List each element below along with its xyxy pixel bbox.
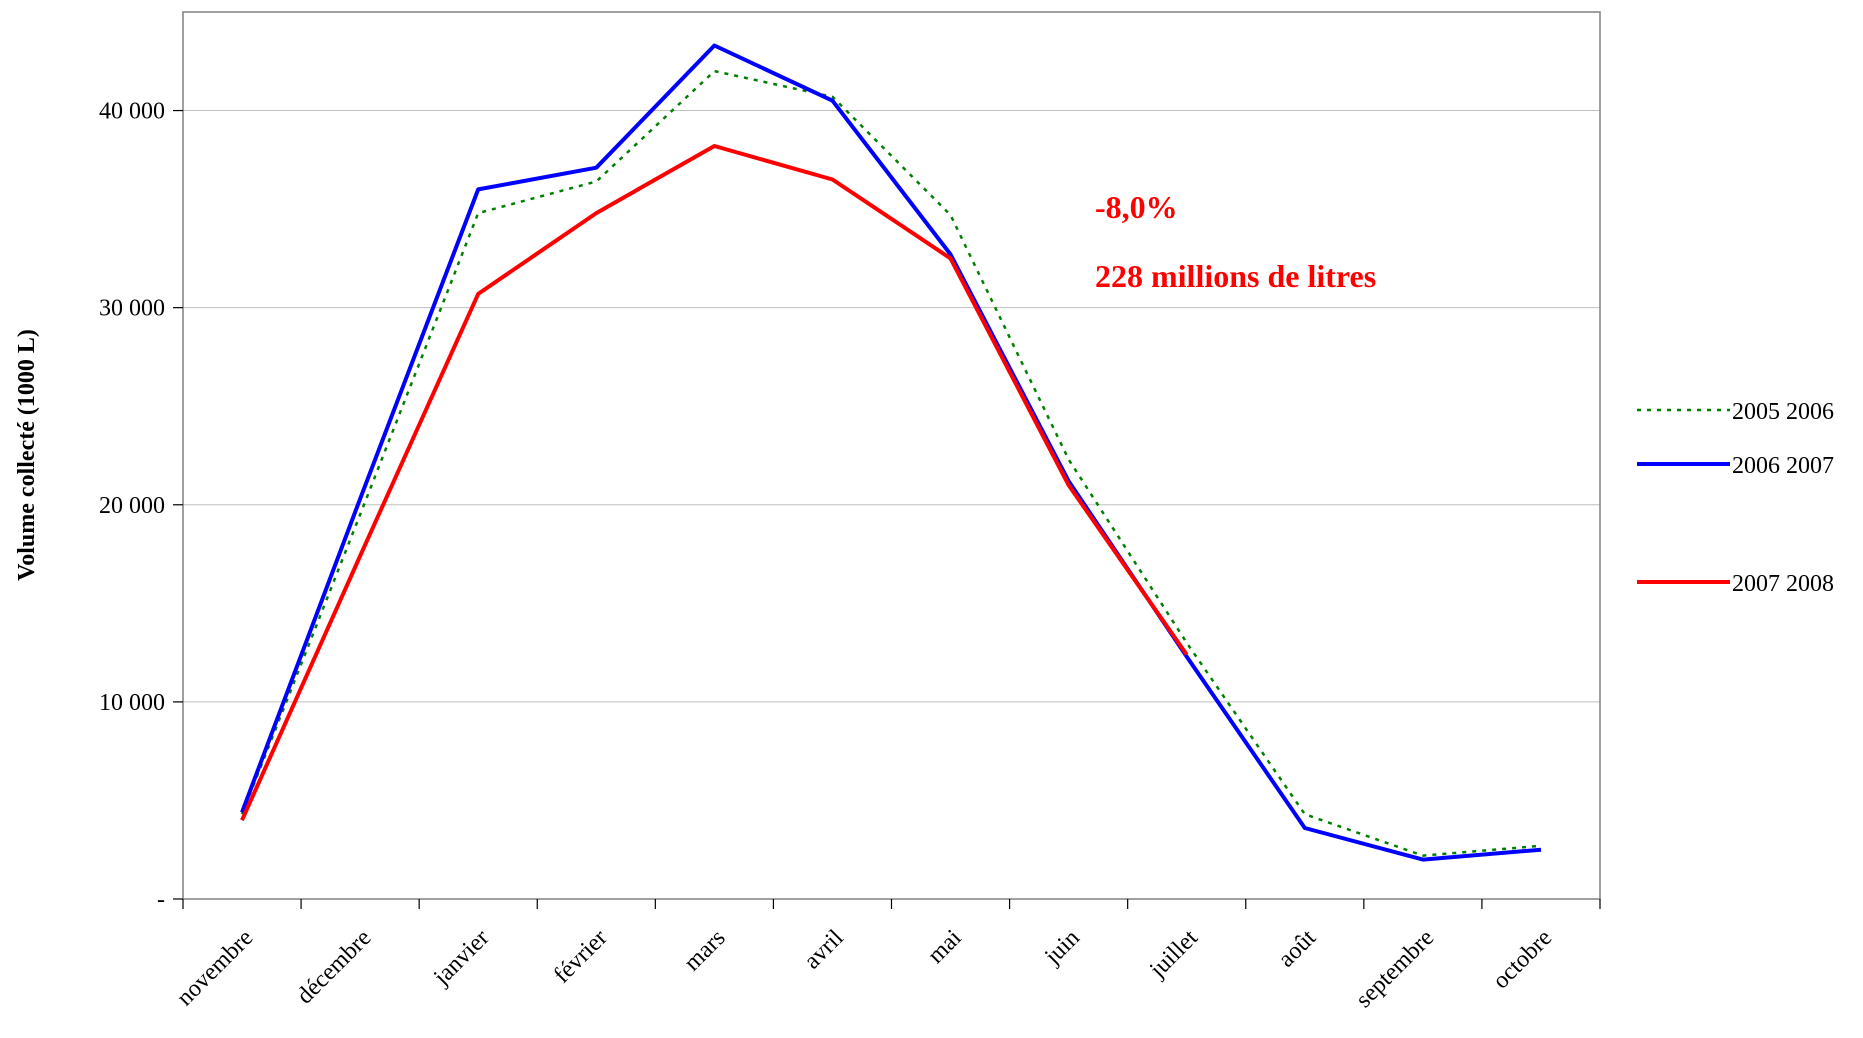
series-line (240, 144, 1189, 822)
x-tick-label: mars (679, 925, 730, 976)
x-axis: novembre décembre janvier février mars avril m… (172, 899, 1601, 1013)
legend-label: 2007 2008 (1732, 571, 1834, 597)
y-tick-label: 10 000 (99, 690, 165, 716)
y-tick-label: 30 000 (99, 296, 165, 322)
x-tick-label: janvier (428, 925, 494, 991)
x-tick-label: octobre (1488, 925, 1557, 994)
series-line (240, 69, 1542, 857)
y-axis: - 10 000 20 000 30 000 40 000 (99, 99, 183, 913)
y-axis-label: Volume collecté (1000 L) (14, 329, 40, 581)
x-tick-label: août (1273, 925, 1321, 973)
legend-label: 2006 2007 (1732, 453, 1834, 479)
legend-label: 2005 2006 (1732, 399, 1834, 425)
gridlines (183, 110, 1600, 703)
plot-area (182, 11, 1601, 900)
x-tick-label: septembre (1351, 925, 1439, 1013)
series-line (240, 43, 1542, 862)
annotation-volume: 228 millions de litres (1095, 258, 1376, 294)
series-lines (240, 43, 1542, 862)
x-tick-label: novembre (172, 925, 258, 1011)
y-tick-label: 40 000 (99, 99, 165, 125)
x-tick-label: avril (799, 925, 849, 975)
x-tick-label: juin (1039, 925, 1084, 970)
legend: 2005 2006 2006 2007 2007 2008 (1637, 399, 1834, 597)
x-tick-label: février (549, 925, 613, 989)
y-tick-label: 20 000 (99, 493, 165, 519)
x-tick-label: juillet (1144, 925, 1203, 984)
y-tick-label: - (157, 887, 165, 913)
annotation-percent: -8,0% (1095, 189, 1178, 225)
x-tick-label: mai (923, 925, 967, 969)
x-tick-label: décembre (292, 925, 376, 1009)
